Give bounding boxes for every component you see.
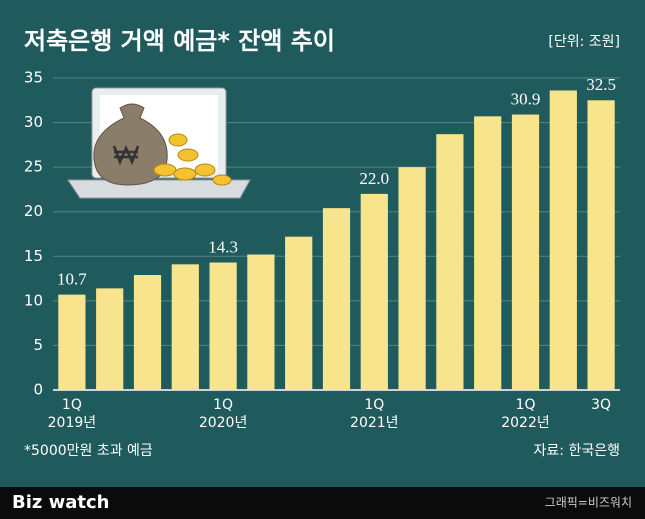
footer-bar [0, 487, 645, 519]
bar [209, 262, 237, 390]
year-label: 2021년 [350, 415, 399, 431]
bar [133, 275, 162, 390]
credit: 그래픽=비즈워치 [545, 496, 632, 510]
bar [322, 208, 351, 390]
value-label: 30.9 [511, 89, 541, 108]
value-label: 22.0 [359, 169, 389, 188]
x-tick-label: 1Q [62, 397, 82, 413]
y-tick-label: 0 [33, 381, 43, 399]
x-tick-label: 1Q [364, 397, 384, 413]
value-label: 10.7 [57, 270, 87, 289]
bar [171, 264, 199, 390]
bar [511, 114, 540, 390]
logo: Biz watch [12, 492, 110, 513]
bar [285, 236, 313, 390]
y-tick-label: 5 [33, 336, 43, 354]
x-tick-label: 1Q [213, 397, 233, 413]
unit-label: [단위: 조원] [548, 34, 620, 50]
y-tick-label: 35 [24, 69, 43, 87]
x-tick-label: 3Q [591, 397, 611, 413]
footnote: *5000만원 초과 예금 [24, 443, 153, 459]
y-tick-label: 20 [24, 202, 43, 220]
y-tick-label: 25 [24, 158, 43, 176]
money-illustration [67, 87, 251, 199]
bar [360, 193, 388, 390]
y-tick-label: 30 [24, 113, 43, 131]
background [0, 0, 645, 487]
bar [58, 294, 86, 390]
y-tick-label: 15 [24, 247, 43, 265]
bar [247, 254, 275, 390]
value-label: 14.3 [208, 237, 238, 256]
y-tick-label: 10 [24, 291, 43, 309]
year-label: 2020년 [199, 415, 248, 431]
bar [398, 167, 426, 390]
bar [474, 116, 502, 391]
x-tick-label: 1Q [516, 397, 536, 413]
source: 자료: 한국은행 [534, 443, 620, 459]
year-label: 2022년 [501, 415, 550, 431]
value-label: 32.5 [586, 75, 616, 94]
bar [436, 134, 464, 390]
year-label: 2019년 [48, 415, 97, 431]
bar [96, 288, 124, 390]
bar [587, 100, 615, 391]
bar [549, 90, 577, 390]
chart-title: 저축은행 거액 예금* 잔액 추이 [24, 27, 335, 55]
